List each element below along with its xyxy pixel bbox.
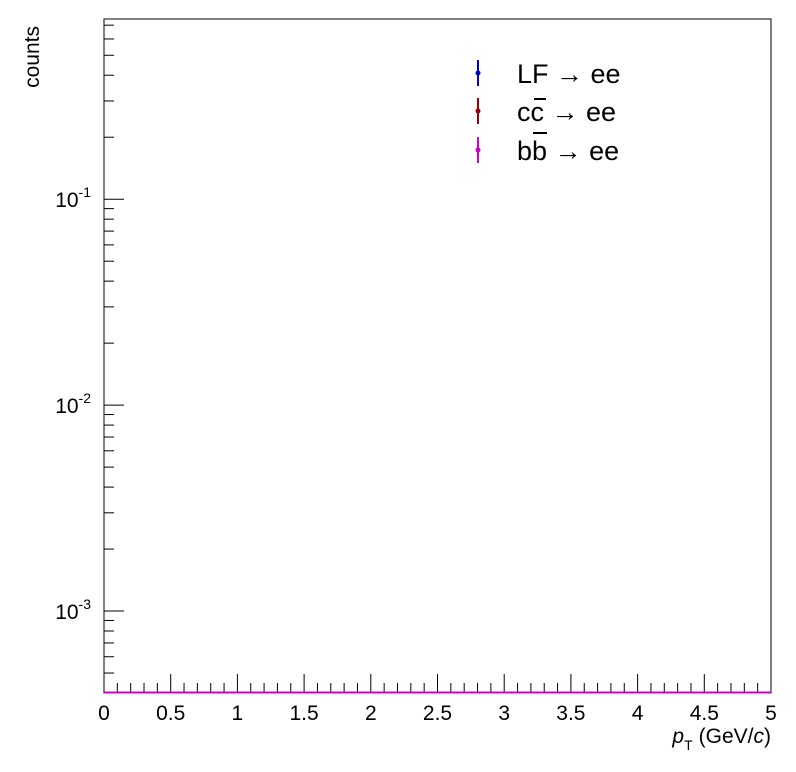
x-axis-label-unit-var: c xyxy=(754,725,765,748)
x-tick-label: 3 xyxy=(498,702,510,725)
legend-label-lf: LF → ee xyxy=(517,59,621,89)
legend-entry-ccbar: cc → ee xyxy=(475,97,616,127)
legend-marker-ccbar xyxy=(475,108,481,114)
x-tick-label: 2 xyxy=(365,702,377,725)
legend: LF → ee cc → ee bb → ee xyxy=(475,59,621,166)
legend-marker-lf xyxy=(475,70,481,76)
y-axis-label: counts xyxy=(21,26,44,88)
x-axis-label: pT (GeV/c) xyxy=(671,725,771,753)
x-tick-label: 4 xyxy=(632,702,644,725)
x-tick-label: 3.5 xyxy=(556,702,585,725)
x-axis-label-sub: T xyxy=(684,737,693,753)
x-axis-label-unit-post: ) xyxy=(764,725,771,748)
x-tick-label: 1.5 xyxy=(289,702,318,725)
y-tick-label: 10-1 xyxy=(55,184,91,212)
x-axis-label-var: p xyxy=(671,725,684,748)
x-tick-label: 1 xyxy=(232,702,244,725)
y-tick-label: 10-2 xyxy=(55,390,91,418)
y-axis-ticks: 10-3 10-2 10-1 xyxy=(55,24,124,694)
x-tick-label: 0.5 xyxy=(156,702,185,725)
x-tick-label: 0 xyxy=(98,702,110,725)
x-axis-ticks: 0 0.5 1 1.5 2 2.5 3 3.5 4 4.5 5 xyxy=(98,674,777,725)
x-tick-label: 2.5 xyxy=(423,702,452,725)
legend-marker-bbbar xyxy=(475,147,481,153)
legend-label-bbbar: bb → ee xyxy=(517,136,619,166)
x-axis-label-unit-pre: (GeV/ xyxy=(699,725,754,748)
x-tick-label: 5 xyxy=(765,702,777,725)
legend-entry-bbbar: bb → ee xyxy=(475,132,619,166)
legend-entry-lf: LF → ee xyxy=(475,59,621,89)
legend-label-ccbar: cc → ee xyxy=(517,97,616,127)
x-tick-label: 4.5 xyxy=(690,702,719,725)
y-tick-label: 10-3 xyxy=(55,596,91,624)
